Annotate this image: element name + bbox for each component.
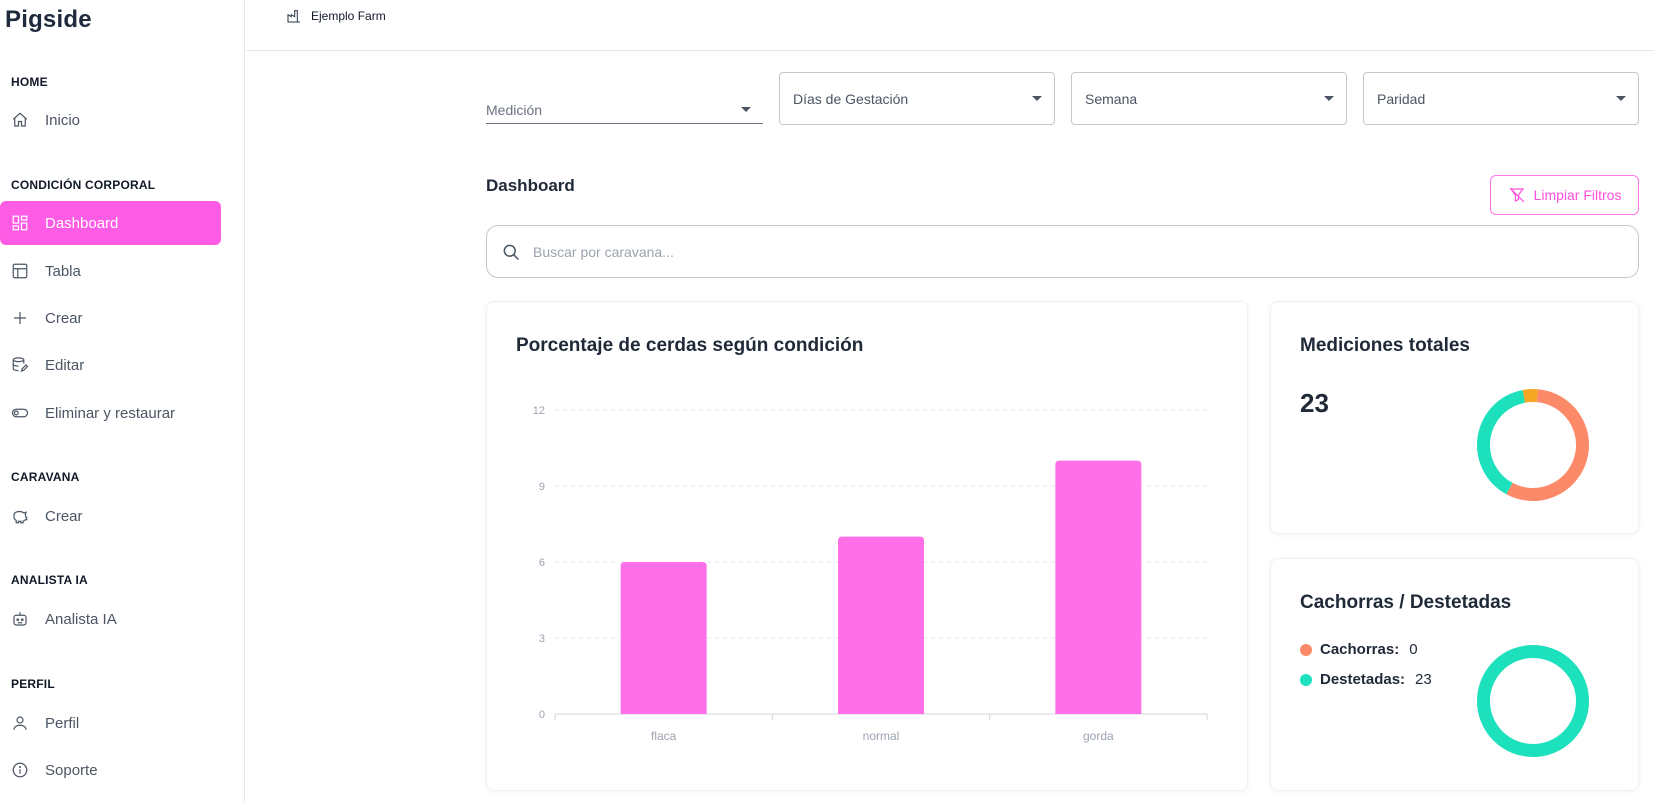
clear-filters-button[interactable]: Limpiar Filtros	[1490, 175, 1639, 215]
paridad-label: Paridad	[1377, 90, 1426, 107]
donut-slice-destetadas[interactable]	[1477, 645, 1589, 757]
section-analista: ANALISTA IA	[11, 573, 88, 587]
dashboard-icon	[11, 214, 29, 232]
section-condicion: CONDICIÓN CORPORAL	[11, 178, 156, 192]
legend-dot-teal	[1300, 673, 1312, 686]
paridad-select[interactable]: Paridad	[1363, 72, 1639, 125]
bar-normal[interactable]	[838, 536, 924, 714]
filter-off-icon	[1509, 187, 1524, 203]
top-header: Ejemplo Farm	[246, 0, 1654, 51]
sidebar-item-label: Soporte	[45, 761, 98, 779]
farm-name: Ejemplo Farm	[311, 9, 386, 23]
sidebar-item-dashboard[interactable]: Dashboard	[0, 201, 221, 245]
sidebar-item-soporte[interactable]: Soporte	[0, 748, 221, 792]
sidebar-item-label: Inicio	[45, 111, 81, 129]
sidebar-item-label: Crear	[45, 507, 83, 525]
search-bar	[486, 225, 1639, 278]
sidebar-item-label: Crear	[45, 309, 83, 327]
x-tick-label: normal	[863, 729, 900, 743]
sidebar-item-label: Tabla	[45, 262, 81, 280]
total-donut-chart	[1477, 389, 1589, 501]
search-input[interactable]	[533, 226, 1638, 277]
sidebar-item-crear[interactable]: Crear	[0, 296, 221, 340]
semana-label: Semana	[1085, 90, 1138, 107]
chevron-down-icon	[1324, 95, 1334, 101]
donut-slice-segment-0[interactable]	[1506, 389, 1589, 501]
sidebar-item-label: Perfil	[45, 714, 80, 732]
total-title: Mediciones totales	[1300, 335, 1470, 356]
condition-chart-card: Porcentaje de cerdas según condición 0 3 6…	[486, 301, 1248, 791]
legend-value: 23	[1415, 671, 1432, 688]
toggle-icon	[11, 404, 29, 422]
bar-gorda[interactable]	[1055, 460, 1142, 714]
piggy-icon	[11, 507, 29, 525]
info-icon	[11, 761, 29, 779]
donut-slice-segment-2[interactable]	[1522, 389, 1538, 403]
cachorras-donut-chart	[1477, 645, 1589, 757]
plus-icon	[11, 309, 29, 327]
sidebar-item-label: Editar	[45, 356, 85, 374]
chevron-down-icon	[1616, 95, 1626, 101]
chevron-down-icon	[741, 106, 751, 112]
cachorras-title: Cachorras / Destetadas	[1300, 592, 1512, 613]
legend-label: Destetadas:	[1320, 671, 1406, 688]
sidebar-item-label: Analista IA	[45, 610, 117, 628]
legend-destetadas: Destetadas: 23	[1300, 671, 1432, 688]
medicion-label: Medición	[486, 101, 543, 118]
legend-value: 0	[1409, 641, 1418, 658]
x-tick-label: gorda	[1083, 729, 1114, 743]
chevron-down-icon	[1032, 95, 1042, 101]
factory-icon	[286, 8, 302, 24]
cachorras-card: Cachorras / Destetadas Cachorras: 0 Dest…	[1270, 558, 1639, 791]
page-title: Dashboard	[486, 176, 575, 195]
x-tick-label: flaca	[651, 729, 677, 743]
farm-selector[interactable]: Ejemplo Farm	[286, 8, 386, 24]
sidebar-item-label: Dashboard	[45, 214, 119, 232]
medicion-select[interactable]: Medición	[486, 96, 763, 124]
section-perfil: PERFIL	[11, 677, 55, 691]
search-icon	[503, 244, 520, 260]
total-measurements-card: Mediciones totales 23	[1270, 301, 1639, 534]
legend-label: Cachorras:	[1320, 641, 1400, 658]
section-home: HOME	[11, 75, 48, 89]
total-value: 23	[1300, 388, 1329, 418]
section-caravana: CARAVANA	[11, 470, 80, 484]
sidebar-item-inicio[interactable]: Inicio	[0, 98, 221, 142]
chart-title: Porcentaje de cerdas según condición	[516, 335, 864, 356]
semana-select[interactable]: Semana	[1071, 72, 1347, 125]
database-edit-icon	[11, 356, 29, 374]
sidebar-item-label: Eliminar y restaurar	[45, 404, 176, 422]
sidebar: Pigside HOME Inicio CONDICIÓN CORPORAL D…	[0, 0, 245, 802]
y-tick-label: 9	[539, 481, 545, 493]
donut-slice-segment-1[interactable]	[1477, 389, 1526, 495]
y-tick-label: 12	[533, 405, 545, 417]
y-tick-label: 6	[539, 557, 545, 569]
legend-cachorras: Cachorras: 0	[1300, 641, 1418, 658]
y-tick-label: 0	[539, 709, 545, 721]
sidebar-item-analista[interactable]: Analista IA	[0, 597, 221, 641]
dias-gestacion-select[interactable]: Días de Gestación	[779, 72, 1055, 125]
legend-dot-orange	[1300, 643, 1312, 656]
clear-filters-label: Limpiar Filtros	[1533, 187, 1622, 203]
sidebar-item-perfil[interactable]: Perfil	[0, 701, 221, 745]
table-icon	[11, 262, 29, 280]
sidebar-item-caravana-crear[interactable]: Crear	[0, 494, 221, 538]
sidebar-item-eliminar[interactable]: Eliminar y restaurar	[0, 391, 221, 435]
bar-chart: 0 3 6 9 12 flaca normal gorda	[533, 405, 1208, 743]
y-tick-label: 3	[539, 633, 545, 645]
robot-icon	[11, 610, 29, 628]
sidebar-item-editar[interactable]: Editar	[0, 343, 221, 387]
home-icon	[11, 111, 29, 129]
brand-logo[interactable]: Pigside	[5, 6, 92, 33]
sidebar-item-tabla[interactable]: Tabla	[0, 249, 221, 293]
user-icon	[11, 714, 29, 732]
dias-label: Días de Gestación	[793, 90, 909, 107]
bar-flaca[interactable]	[620, 562, 707, 714]
